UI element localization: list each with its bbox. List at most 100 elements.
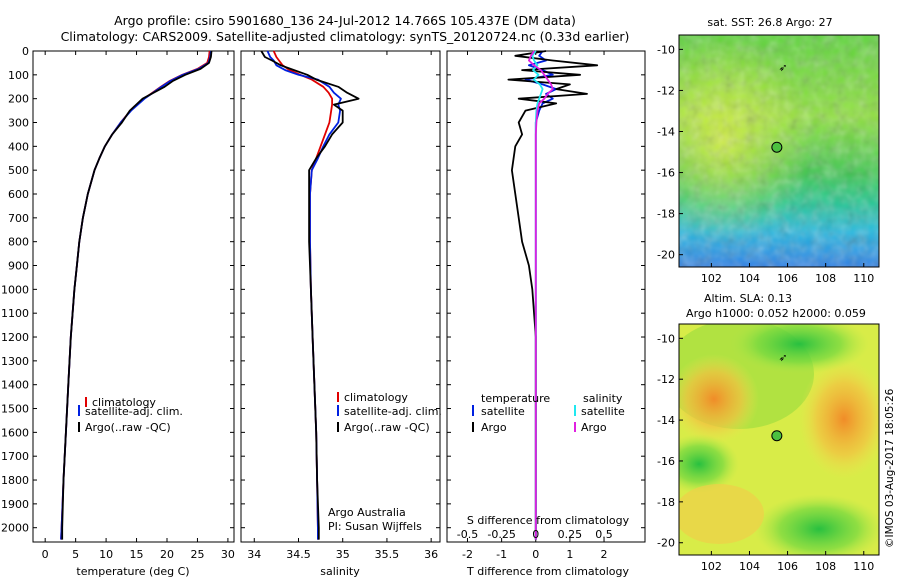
x-tick-label: 0 bbox=[42, 548, 49, 561]
legend-temperature-header: temperature bbox=[481, 392, 550, 405]
sst-map-panel: sat. SST: 26.8 Argo: 27 102 104 106 108 110 -… bbox=[657, 16, 880, 285]
map-x-tick-label: 106 bbox=[777, 272, 798, 285]
sst-arrow-icon: ➶ bbox=[779, 62, 788, 74]
x-tick-label: 25 bbox=[190, 548, 204, 561]
depth-tick-label: 1600 bbox=[1, 426, 29, 439]
sla-low-bottom bbox=[754, 494, 879, 555]
map-y-tick-label: -12 bbox=[657, 373, 675, 386]
sla-heatmap bbox=[679, 324, 879, 555]
map-y-tick-label: -10 bbox=[657, 43, 675, 56]
x-tick-label: 0 bbox=[532, 548, 539, 561]
legend-argo-label: Argo(..raw -QC) bbox=[85, 421, 171, 434]
salinity-diff-tick-label: -0.5 bbox=[457, 528, 478, 541]
map-x-tick-label: 108 bbox=[815, 272, 836, 285]
map-x-tick-label: 110 bbox=[853, 272, 874, 285]
sla-map-title1: Altim. SLA: 0.13 bbox=[704, 292, 792, 305]
legend-salinity-header: salinity bbox=[583, 392, 623, 405]
difference-axes-frame bbox=[446, 50, 646, 543]
sst-map-frame bbox=[678, 34, 880, 268]
map-x-tick-label: 110 bbox=[853, 560, 874, 573]
depth-tick-label: 1300 bbox=[1, 355, 29, 368]
difference-depth-ticks bbox=[447, 50, 645, 529]
map-y-tick-label: -14 bbox=[657, 414, 675, 427]
depth-tick-label: 900 bbox=[8, 260, 29, 273]
difference-series bbox=[507, 50, 599, 540]
sla-map-ticks: 102 104 106 108 110 -10 -12 -14 -16 -18 -20 bbox=[657, 332, 874, 573]
depth-tick-label: 1100 bbox=[1, 307, 29, 320]
temperature-legend: climatology satellite-adj. clim. Argo(..… bbox=[78, 396, 183, 434]
legend-climatology-label: climatology bbox=[344, 391, 408, 404]
salinity-axes-frame bbox=[240, 50, 441, 543]
salinity-xlabel: salinity bbox=[320, 565, 360, 578]
x-tick-label: 10 bbox=[99, 548, 113, 561]
salinity-footer-pi: PI: Susan Wijffels bbox=[328, 520, 422, 533]
depth-tick-label: 700 bbox=[8, 212, 29, 225]
figure-title-line1: Argo profile: csiro 5901680_136 24-Jul-2… bbox=[114, 13, 576, 28]
depth-tick-label: 1500 bbox=[1, 403, 29, 416]
salinity-depth-ticks bbox=[241, 50, 440, 529]
x-tick-label: 1 bbox=[566, 548, 573, 561]
sst-map-ticks: 102 104 106 108 110 -10 -12 -14 -16 -18 -20 bbox=[657, 43, 874, 285]
legend-satellite-label: satellite-adj. clim. bbox=[85, 405, 183, 418]
series-line-argo-raw-qc- bbox=[260, 50, 360, 540]
sla-profile-marker bbox=[771, 430, 783, 442]
depth-tick-label: 1400 bbox=[1, 379, 29, 392]
salinity-diff-tick-label: -0.25 bbox=[487, 528, 515, 541]
depth-tick-label: 0 bbox=[22, 45, 29, 58]
depth-tick-label: 600 bbox=[8, 188, 29, 201]
map-x-tick-label: 106 bbox=[777, 560, 798, 573]
map-y-tick-label: -16 bbox=[657, 455, 675, 468]
difference-salinity-ticks: -0.5 -0.25 0 0.25 0.5 bbox=[457, 528, 613, 541]
temperature-axes-frame bbox=[32, 50, 235, 543]
figure-title-line2: Climatology: CARS2009. Satellite-adjuste… bbox=[61, 29, 630, 44]
x-tick-label: 34 bbox=[247, 548, 261, 561]
map-x-tick-label: 102 bbox=[701, 560, 722, 573]
sla-map-title2: Argo h1000: 0.052 h2000: 0.059 bbox=[686, 307, 866, 320]
salinity-legend: climatology satellite-adj. clim. Argo(..… bbox=[337, 391, 442, 434]
x-tick-label: 2 bbox=[601, 548, 608, 561]
salinity-diff-tick-label: 0.25 bbox=[558, 528, 583, 541]
map-y-tick-label: -20 bbox=[657, 249, 675, 262]
sla-map-panel: Altim. SLA: 0.13 Argo h1000: 0.052 h2000… bbox=[657, 292, 880, 573]
temperature-depth-ticks: 0 100 200 300 400 500 600 700 800 900 1000 1100 1200… bbox=[1, 45, 234, 535]
depth-tick-label: 1200 bbox=[1, 331, 29, 344]
series-line-salinity-argo bbox=[528, 50, 554, 540]
salinity-x-ticks: 34 34.5 35 35.5 36 bbox=[247, 51, 438, 561]
x-tick-label: 35 bbox=[336, 548, 350, 561]
sla-low-top bbox=[729, 324, 869, 374]
map-y-tick-label: -14 bbox=[657, 125, 675, 138]
map-y-tick-label: -10 bbox=[657, 332, 675, 345]
salinity-series bbox=[260, 50, 360, 540]
map-x-tick-label: 104 bbox=[739, 272, 760, 285]
map-y-tick-label: -18 bbox=[657, 208, 675, 221]
x-tick-label: 36 bbox=[424, 548, 438, 561]
map-y-tick-label: -18 bbox=[657, 496, 675, 509]
sla-high-left bbox=[679, 354, 759, 444]
legend-climatology-label: climatology bbox=[92, 396, 156, 409]
sla-arrow-icon: ➶ bbox=[779, 352, 788, 364]
x-tick-label: 20 bbox=[160, 548, 174, 561]
x-tick-label: 35.5 bbox=[375, 548, 400, 561]
legend-argo-label: Argo(..raw -QC) bbox=[344, 421, 430, 434]
series-line-argo-raw-qc- bbox=[61, 50, 213, 540]
depth-tick-label: 400 bbox=[8, 140, 29, 153]
map-x-tick-label: 108 bbox=[815, 560, 836, 573]
difference-top-xlabel: S difference from climatology bbox=[467, 514, 630, 527]
sla-high-right bbox=[799, 359, 879, 479]
sla-mid-bottom bbox=[679, 484, 764, 544]
legend-sal-argo-label: Argo bbox=[581, 421, 607, 434]
difference-x-ticks: -2 -1 0 1 2 bbox=[462, 51, 608, 561]
map-x-tick-label: 104 bbox=[739, 560, 760, 573]
depth-tick-label: 100 bbox=[8, 69, 29, 82]
salinity-diff-tick-label: 0 bbox=[532, 528, 539, 541]
salinity-panel: 34 34.5 35 35.5 36 climatology satellite-adj… bbox=[240, 50, 442, 578]
depth-tick-label: 1000 bbox=[1, 283, 29, 296]
sla-low-left bbox=[679, 434, 739, 494]
depth-tick-label: 1700 bbox=[1, 450, 29, 463]
x-tick-label: 30 bbox=[221, 548, 235, 561]
map-x-tick-label: 102 bbox=[701, 272, 722, 285]
temperature-xlabel: temperature (deg C) bbox=[76, 565, 189, 578]
x-tick-label: -2 bbox=[462, 548, 473, 561]
difference-xlabel: T difference from climatology bbox=[466, 565, 629, 578]
